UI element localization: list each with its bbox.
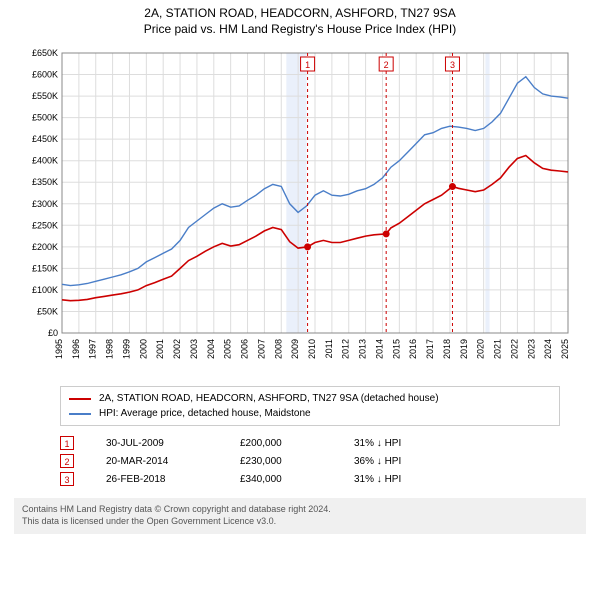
sale-marker-number: 3 [450,60,455,70]
x-axis-label: 2000 [138,339,148,359]
footer: Contains HM Land Registry data © Crown c… [14,498,586,533]
sale-date: 20-MAR-2014 [106,456,236,467]
x-axis-label: 2015 [391,339,401,359]
x-axis-label: 1995 [54,339,64,359]
x-axis-label: 2008 [273,339,283,359]
sale-delta: 31% ↓ HPI [354,438,454,449]
x-axis-label: 2007 [256,339,266,359]
legend-swatch-subject [69,398,91,400]
chart-title: 2A, STATION ROAD, HEADCORN, ASHFORD, TN2… [0,0,600,37]
figure-container: 2A, STATION ROAD, HEADCORN, ASHFORD, TN2… [0,0,600,590]
y-axis-label: £400K [32,156,58,166]
x-axis-label: 1998 [105,339,115,359]
x-axis-label: 2011 [324,339,334,358]
sale-row: 3 26-FEB-2018 £340,000 31% ↓ HPI [60,470,560,488]
sale-date: 26-FEB-2018 [106,474,236,485]
footer-line-1: Contains HM Land Registry data © Crown c… [22,504,578,516]
sale-row: 1 30-JUL-2009 £200,000 31% ↓ HPI [60,434,560,452]
sale-marker-dot [449,183,456,190]
x-axis-label: 2002 [172,339,182,359]
x-axis-label: 2013 [358,339,368,359]
x-axis-label: 1999 [121,339,131,359]
x-axis-label: 2012 [341,339,351,359]
x-axis-label: 2018 [442,339,452,359]
x-axis-label: 2006 [240,339,250,359]
x-axis-label: 1996 [71,339,81,359]
sale-marker-dot [383,231,390,238]
sale-marker-dot [304,244,311,251]
footer-line-2: This data is licensed under the Open Gov… [22,516,578,528]
x-axis-label: 2014 [374,339,384,359]
legend: 2A, STATION ROAD, HEADCORN, ASHFORD, TN2… [60,386,560,426]
sale-price: £230,000 [240,456,350,467]
x-axis-label: 2009 [290,339,300,359]
x-axis-label: 2023 [526,339,536,359]
y-axis-label: £500K [32,113,58,123]
x-axis-label: 2021 [493,339,503,359]
y-axis-label: £100K [32,285,58,295]
sale-delta: 36% ↓ HPI [354,456,454,467]
sale-price: £340,000 [240,474,350,485]
y-axis-label: £650K [32,48,58,58]
y-axis-label: £150K [32,264,58,274]
x-axis-label: 2010 [307,339,317,359]
legend-row-hpi: HPI: Average price, detached house, Maid… [69,406,551,421]
title-line-2: Price paid vs. HM Land Registry's House … [0,22,600,38]
y-axis-label: £200K [32,242,58,252]
x-axis-label: 2019 [459,339,469,359]
chart-svg: £0 £50K £100K £150K £200K £250K £300K £350K £400… [14,45,574,375]
x-axis-label: 2003 [189,339,199,359]
y-axis-label: £0 [48,328,58,338]
x-axis-label: 2004 [206,339,216,359]
sale-date: 30-JUL-2009 [106,438,236,449]
chart-area: £0 £50K £100K £150K £200K £250K £300K £350K £400… [14,45,586,380]
recession-band [485,53,489,333]
sales-table: 1 30-JUL-2009 £200,000 31% ↓ HPI 2 20-MAR-201… [60,434,560,488]
legend-swatch-hpi [69,413,91,415]
x-axis-label: 2022 [509,339,519,359]
x-axis-label: 1997 [88,339,98,359]
recession-band [286,53,306,333]
x-axis-label: 2005 [223,339,233,359]
y-axis-label: £550K [32,91,58,101]
sale-marker-icon: 1 [60,436,74,450]
legend-label-subject: 2A, STATION ROAD, HEADCORN, ASHFORD, TN2… [99,391,439,406]
sale-marker-number: 1 [305,60,310,70]
x-axis-label: 2017 [425,339,435,359]
y-axis-label: £600K [32,70,58,80]
sale-marker-icon: 2 [60,454,74,468]
y-axis-label: £50K [37,307,58,317]
sale-price: £200,000 [240,438,350,449]
sale-delta: 31% ↓ HPI [354,474,454,485]
x-axis-label: 2025 [560,339,570,359]
x-axis-label: 2024 [543,339,553,359]
sale-row: 2 20-MAR-2014 £230,000 36% ↓ HPI [60,452,560,470]
x-axis-label: 2020 [476,339,486,359]
x-axis-label: 2016 [408,339,418,359]
y-axis-label: £450K [32,134,58,144]
y-axis-label: £300K [32,199,58,209]
sale-marker-number: 2 [384,60,389,70]
legend-label-hpi: HPI: Average price, detached house, Maid… [99,406,311,421]
legend-row-subject: 2A, STATION ROAD, HEADCORN, ASHFORD, TN2… [69,391,551,406]
sale-marker-icon: 3 [60,472,74,486]
y-axis-label: £350K [32,177,58,187]
x-axis-label: 2001 [155,339,165,359]
y-axis-label: £250K [32,220,58,230]
title-line-1: 2A, STATION ROAD, HEADCORN, ASHFORD, TN2… [0,6,600,22]
